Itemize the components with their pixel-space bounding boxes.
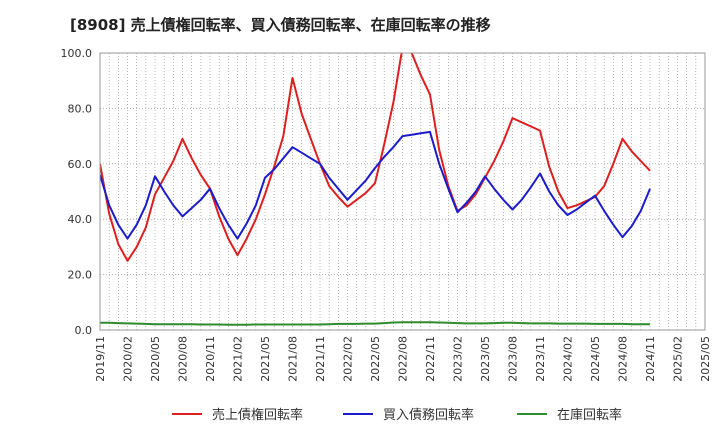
x-tick-label: 2021/08 xyxy=(287,336,300,382)
x-tick-label: 2023/05 xyxy=(479,336,492,382)
x-tick-label: 2023/02 xyxy=(452,336,465,382)
y-axis-ticks: 0.0 20.0 40.0 60.0 80.0 100.0 xyxy=(61,47,93,337)
grid-lines xyxy=(100,53,705,330)
x-tick-label: 2019/11 xyxy=(94,336,107,382)
y-tick-label: 60.0 xyxy=(68,158,93,171)
legend: 売上債権回転率 買入債務回転率 在庫回転率 xyxy=(172,407,622,423)
x-tick-label: 2025/02 xyxy=(672,336,685,382)
x-tick-label: 2021/05 xyxy=(259,336,272,382)
x-tick-label: 2022/02 xyxy=(342,336,355,382)
x-tick-label: 2024/05 xyxy=(589,336,602,382)
x-tick-label: 2022/11 xyxy=(424,336,437,382)
series-line-2 xyxy=(100,130,651,240)
y-tick-label: 40.0 xyxy=(68,213,93,226)
series-line-3 xyxy=(100,321,650,326)
y-tick-label: 100.0 xyxy=(61,47,93,60)
x-tick-label: 2024/11 xyxy=(644,336,657,382)
x-tick-label: 2023/08 xyxy=(507,336,520,382)
series-group xyxy=(100,53,651,326)
x-tick-label: 2020/05 xyxy=(149,336,162,382)
legend-label-2: 買入債務回転率 xyxy=(383,407,474,423)
plot-frame xyxy=(99,52,706,331)
x-tick-label: 2023/11 xyxy=(534,336,547,382)
y-tick-label: 0.0 xyxy=(75,324,93,337)
y-tick-label: 20.0 xyxy=(68,269,93,282)
y-tick-label: 80.0 xyxy=(68,102,93,115)
x-tick-label: 2024/02 xyxy=(562,336,575,382)
legend-label-1: 売上債権回転率 xyxy=(212,407,303,423)
x-tick-label: 2021/02 xyxy=(232,336,245,382)
chart-title: [8908] 売上債権回転率、買入債務回転率、在庫回転率の推移 xyxy=(70,16,491,34)
x-axis-ticks: 2019/11 2020/02 2020/05 2020/08 2020/11 2021/… xyxy=(94,336,712,382)
x-tick-label: 2020/11 xyxy=(204,336,217,382)
x-tick-label: 2022/08 xyxy=(397,336,410,382)
legend-label-3: 在庫回転率 xyxy=(557,407,622,423)
series-line-1 xyxy=(100,53,651,262)
x-tick-label: 2021/11 xyxy=(314,336,327,382)
x-tick-label: 2025/05 xyxy=(699,336,712,382)
x-tick-label: 2020/08 xyxy=(177,336,190,382)
x-tick-label: 2022/05 xyxy=(369,336,382,382)
x-tick-label: 2024/08 xyxy=(617,336,630,382)
x-tick-label: 2020/02 xyxy=(122,336,135,382)
